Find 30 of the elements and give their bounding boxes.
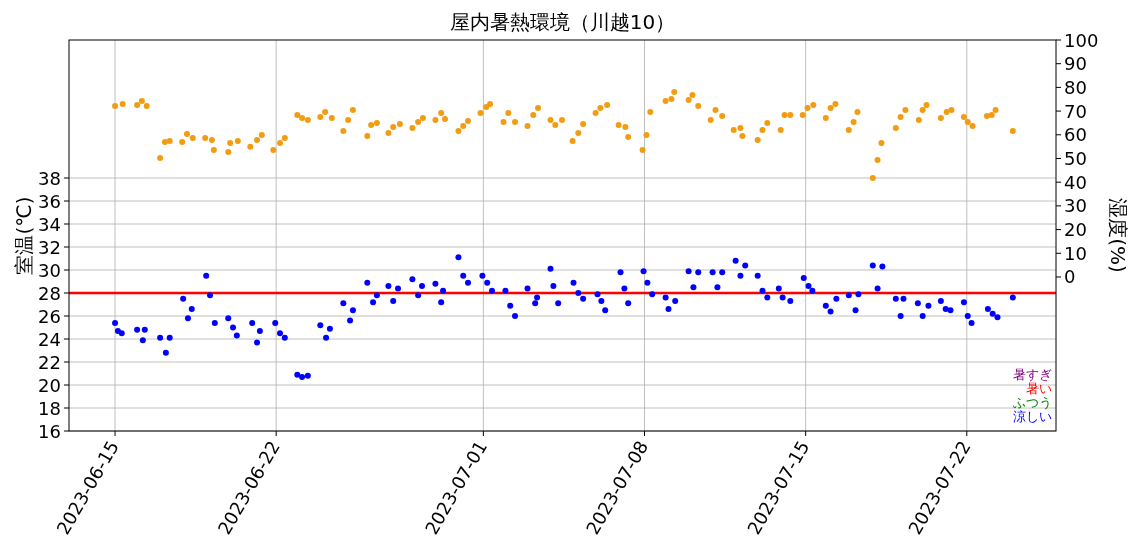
y2-axis-title: 湿度(%) bbox=[1106, 198, 1130, 273]
annotation: 暑い bbox=[1026, 381, 1052, 396]
y2-tick-label: 10 bbox=[1064, 242, 1087, 264]
y-axis-title: 室温(℃) bbox=[12, 196, 36, 275]
y-tick-label: 24 bbox=[38, 328, 61, 350]
y-tick-label: 20 bbox=[38, 374, 61, 396]
y-tick-label: 34 bbox=[38, 213, 61, 235]
y-tick-label: 26 bbox=[38, 305, 61, 327]
y2-tick-label: 90 bbox=[1064, 53, 1087, 75]
y2-tick-label: 60 bbox=[1064, 124, 1087, 146]
annotation: 暑すぎ bbox=[1013, 367, 1052, 382]
y-tick-label: 28 bbox=[38, 282, 61, 304]
chart-title: 屋内暑熱環境（川越10） bbox=[449, 10, 676, 34]
y2-tick-label: 0 bbox=[1064, 266, 1076, 288]
y-tick-label: 30 bbox=[38, 259, 61, 281]
y2-tick-label: 50 bbox=[1064, 147, 1087, 169]
y-tick-label: 36 bbox=[38, 190, 61, 212]
y2-tick-label: 80 bbox=[1064, 76, 1087, 98]
y-tick-label: 32 bbox=[38, 236, 61, 258]
y2-tick-label: 100 bbox=[1064, 29, 1099, 51]
y-tick-label: 18 bbox=[38, 397, 61, 419]
y2-tick-label: 20 bbox=[1064, 219, 1087, 241]
annotation: 涼しい bbox=[1013, 409, 1052, 424]
y2-tick-label: 30 bbox=[1064, 195, 1087, 217]
y2-tick-label: 40 bbox=[1064, 171, 1087, 193]
y-tick-label: 22 bbox=[38, 351, 61, 373]
annotation: ふつう bbox=[1012, 395, 1052, 410]
y2-tick-label: 70 bbox=[1064, 100, 1087, 122]
y-tick-label: 16 bbox=[38, 420, 61, 442]
y-tick-label: 38 bbox=[38, 167, 61, 189]
